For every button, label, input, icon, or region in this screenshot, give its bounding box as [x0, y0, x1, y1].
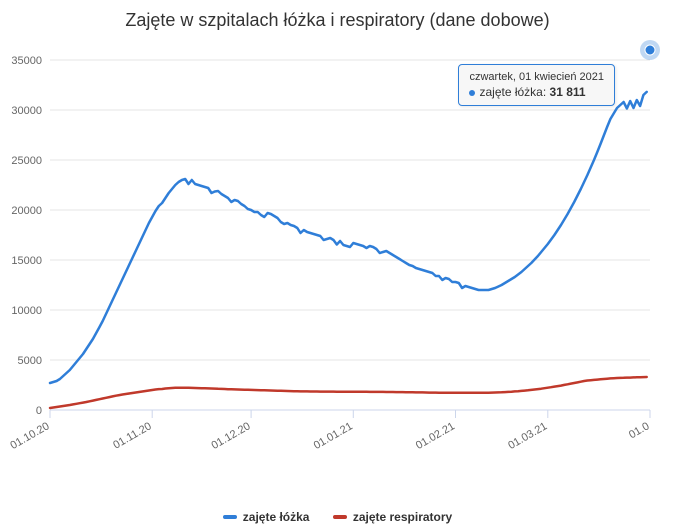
svg-text:01.0: 01.0 — [627, 420, 652, 441]
legend: zajęte łóżka zajęte respiratory — [0, 508, 675, 524]
tooltip-header: czwartek, 01 kwiecień 2021 — [469, 71, 604, 83]
svg-text:20000: 20000 — [11, 205, 42, 217]
svg-text:01.03.21: 01.03.21 — [506, 420, 549, 452]
plot-svg: 0500010000150002000025000300003500001.10… — [45, 50, 660, 460]
svg-text:10000: 10000 — [11, 305, 42, 317]
tooltip-series-label: zajęte łóżka: — [479, 85, 549, 99]
svg-text:0: 0 — [36, 405, 42, 417]
svg-text:15000: 15000 — [11, 255, 42, 267]
chart-container: Zajęte w szpitalach łóżka i respiratory … — [0, 0, 675, 532]
legend-label-beds: zajęte łóżka — [243, 510, 310, 524]
legend-item-beds[interactable]: zajęte łóżka — [223, 510, 310, 524]
svg-text:30000: 30000 — [11, 105, 42, 117]
legend-swatch-beds — [223, 515, 237, 519]
legend-item-respirators[interactable]: zajęte respiratory — [333, 510, 452, 524]
plot-area: 0500010000150002000025000300003500001.10… — [45, 50, 660, 460]
tooltip-row: zajęte łóżka: 31 811 — [469, 85, 604, 99]
svg-text:25000: 25000 — [11, 155, 42, 167]
svg-text:01.12.20: 01.12.20 — [210, 420, 253, 452]
tooltip: czwartek, 01 kwiecień 2021 zajęte łóżka:… — [458, 64, 615, 106]
chart-title: Zajęte w szpitalach łóżka i respiratory … — [0, 10, 675, 31]
svg-text:5000: 5000 — [18, 355, 42, 367]
svg-text:01.01.21: 01.01.21 — [312, 420, 355, 452]
tooltip-series-dot — [469, 90, 475, 96]
legend-label-respirators: zajęte respiratory — [353, 510, 452, 524]
svg-text:01.11.20: 01.11.20 — [111, 420, 153, 451]
tooltip-value: 31 811 — [550, 85, 586, 99]
svg-text:01.10.20: 01.10.20 — [8, 420, 51, 452]
svg-text:01.02.21: 01.02.21 — [414, 420, 457, 452]
legend-swatch-respirators — [333, 515, 347, 519]
svg-text:35000: 35000 — [11, 55, 42, 67]
